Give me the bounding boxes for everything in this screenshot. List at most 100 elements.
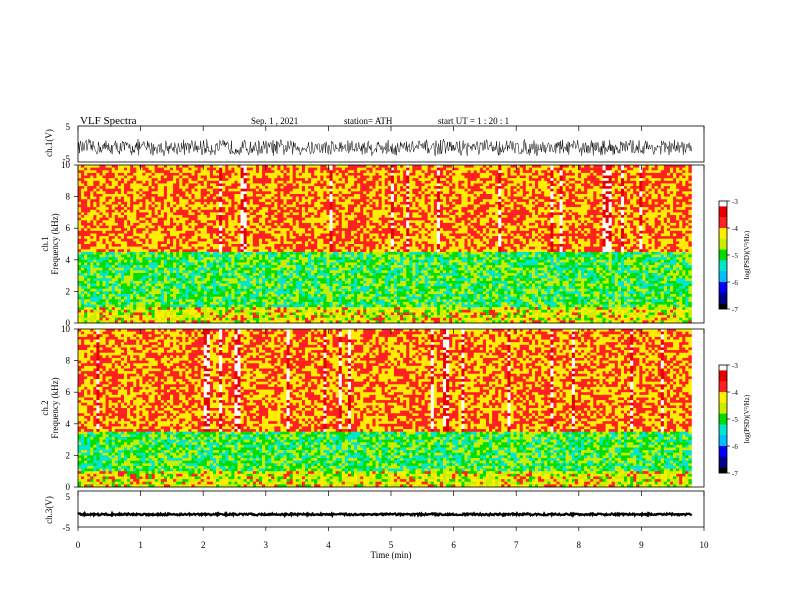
spectrogram-cell — [222, 220, 226, 224]
spectrogram-cell — [329, 220, 333, 224]
spectrogram-cell — [117, 212, 122, 216]
spectrogram-cell — [200, 180, 205, 184]
spectrogram-cell — [200, 307, 205, 311]
spectrogram-cell — [157, 309, 162, 313]
spectrogram-cell — [274, 299, 278, 303]
spectrogram-cell — [166, 191, 171, 195]
spectrogram-cell — [314, 236, 318, 240]
spectrogram-cell — [228, 207, 232, 211]
spectrogram-cell — [81, 244, 85, 247]
spectrogram-cell — [124, 230, 128, 234]
spectrogram-cell — [142, 280, 146, 284]
spectrogram-cell — [87, 286, 91, 290]
spectrogram-cell — [142, 315, 146, 319]
spectrogram-cell — [243, 283, 248, 287]
spectrogram-cell — [283, 309, 287, 313]
spectrogram-cell — [308, 199, 312, 203]
spectrogram-cell — [191, 217, 195, 221]
spectrogram-cell — [249, 178, 254, 182]
spectrogram-cell — [197, 259, 201, 263]
spectrogram-cell — [323, 209, 327, 213]
spectrogram-cell — [329, 183, 333, 187]
spectrogram-cell — [148, 167, 152, 171]
spectrogram-cell — [90, 196, 94, 200]
spectrogram-cell — [268, 230, 272, 234]
spectrogram-cell — [231, 317, 235, 321]
spectrogram-cell — [179, 283, 183, 287]
spectrogram-cell — [142, 294, 146, 297]
spectrogram-cell — [289, 315, 294, 319]
spectrogram-cell — [87, 165, 91, 168]
spectrogram-cell — [311, 196, 315, 200]
spectrogram-cell — [292, 259, 297, 263]
spectrogram-cell — [212, 188, 217, 192]
spectrogram-cell — [191, 296, 195, 300]
spectrogram-cell — [136, 265, 140, 268]
spectrogram-cell — [240, 209, 244, 213]
spectrogram-cell — [179, 272, 183, 276]
spectrogram-cell — [206, 262, 211, 266]
spectrogram-cell — [323, 196, 327, 200]
spectrogram-cell — [136, 186, 140, 189]
spectrogram-cell — [206, 283, 211, 287]
spectrogram-cell — [216, 212, 220, 216]
spectrogram-cell — [298, 201, 303, 205]
spectrogram-cell — [194, 254, 198, 258]
spectrogram-cell — [114, 172, 119, 176]
spectrogram-cell — [102, 228, 106, 232]
spectrogram-cell — [81, 167, 85, 171]
spectrogram-cell — [176, 304, 180, 308]
spectrogram-cell — [268, 220, 272, 224]
spectrogram-cell — [292, 207, 297, 211]
spectrogram-cell — [234, 257, 238, 261]
spectrogram-cell — [252, 186, 257, 189]
spectrogram-cell — [108, 315, 113, 319]
spectrogram-cell — [179, 307, 183, 311]
spectrogram-cell — [292, 186, 297, 189]
spectrogram-cell — [84, 207, 88, 211]
spectrogram-cell — [93, 201, 97, 205]
spectrogram-cell — [274, 275, 278, 279]
spectrogram-cell — [136, 299, 140, 303]
spectrogram-cell — [166, 236, 171, 240]
spectrogram-cell — [304, 286, 309, 290]
spectrogram-cell — [240, 199, 244, 203]
spectrogram-cell — [182, 201, 186, 205]
spectrogram-cell — [289, 186, 294, 189]
spectrogram-cell — [329, 286, 333, 290]
spectrogram-cell — [268, 317, 272, 321]
spectrogram-cell — [111, 267, 116, 271]
spectrogram-cell — [243, 241, 248, 245]
spectrogram-cell — [231, 278, 235, 282]
spectrogram-cell — [130, 222, 134, 226]
spectrogram-cell — [139, 286, 143, 290]
spectrogram-cell — [308, 207, 312, 211]
spectrogram-cell — [304, 183, 309, 187]
spectrogram-cell — [231, 196, 235, 200]
spectrogram-cell — [148, 272, 152, 276]
spectrogram-cell — [295, 317, 300, 321]
spectrogram-cell — [265, 249, 269, 253]
spectrogram-cell — [265, 233, 269, 237]
spectrogram-cell — [317, 241, 321, 245]
spectrogram-cell — [246, 317, 251, 321]
spectrogram-cell — [222, 312, 226, 316]
spectrogram-cell — [191, 291, 195, 295]
spectrogram-cell — [274, 317, 278, 321]
spectrogram-cell — [243, 230, 248, 234]
spectrogram-cell — [228, 212, 232, 216]
spectrogram-cell — [326, 283, 330, 287]
spectrogram-cell — [120, 304, 125, 308]
spectrogram-cell — [329, 301, 333, 305]
spectrogram-cell — [151, 280, 155, 284]
spectrogram-cell — [84, 199, 88, 203]
spectrogram-cell — [117, 246, 122, 250]
spectrogram-cell — [136, 241, 140, 245]
spectrogram-cell — [170, 275, 174, 279]
spectrogram-cell — [320, 204, 324, 208]
spectrogram-cell — [216, 209, 220, 213]
spectrogram-cell — [240, 280, 244, 284]
spectrogram-cell — [308, 267, 312, 271]
spectrogram-cell — [268, 238, 272, 242]
spectrogram-cell — [200, 315, 205, 319]
